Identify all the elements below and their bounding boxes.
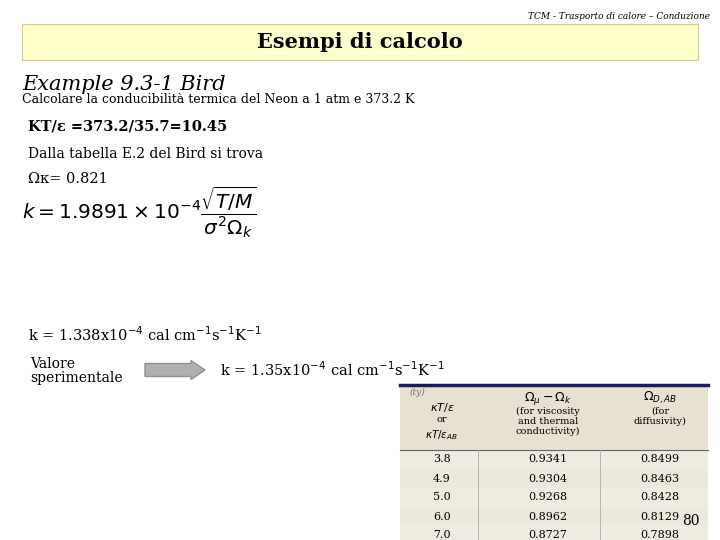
Bar bbox=[400, 507, 708, 526]
Text: or: or bbox=[437, 415, 447, 424]
Text: 0.7898: 0.7898 bbox=[641, 530, 680, 540]
Text: 0.9304: 0.9304 bbox=[528, 474, 567, 483]
Text: Calcolare la conducibilità termica del Neon a 1 atm e 373.2 K: Calcolare la conducibilità termica del N… bbox=[22, 93, 415, 106]
Text: $\kappa T/\varepsilon_{AB}$: $\kappa T/\varepsilon_{AB}$ bbox=[426, 428, 459, 442]
Text: $\kappa T/\varepsilon$: $\kappa T/\varepsilon$ bbox=[430, 401, 454, 414]
Text: $\Omega_{D,AB}$: $\Omega_{D,AB}$ bbox=[643, 390, 678, 407]
Text: 80: 80 bbox=[683, 514, 700, 528]
Text: 0.8499: 0.8499 bbox=[640, 455, 680, 464]
Bar bbox=[400, 385, 708, 540]
Text: 3.8: 3.8 bbox=[433, 455, 451, 464]
Bar bbox=[400, 526, 708, 540]
Text: $\Omega_{\mu} - \Omega_{k}$: $\Omega_{\mu} - \Omega_{k}$ bbox=[524, 390, 572, 407]
Text: 5.0: 5.0 bbox=[433, 492, 451, 503]
Text: 4.9: 4.9 bbox=[433, 474, 451, 483]
Text: KT/ε =373.2/35.7=10.45: KT/ε =373.2/35.7=10.45 bbox=[28, 120, 228, 134]
Text: 6.0: 6.0 bbox=[433, 511, 451, 522]
FancyArrow shape bbox=[145, 361, 205, 380]
Text: diffusivity): diffusivity) bbox=[634, 417, 686, 426]
Bar bbox=[400, 488, 708, 507]
Bar bbox=[400, 469, 708, 488]
Bar bbox=[22, 24, 698, 60]
Text: k = 1.35x10$^{-4}$ cal cm$^{-1}$s$^{-1}$K$^{-1}$: k = 1.35x10$^{-4}$ cal cm$^{-1}$s$^{-1}$… bbox=[220, 361, 444, 379]
Text: 0.8129: 0.8129 bbox=[640, 511, 680, 522]
Text: k = 1.338x10$^{-4}$ cal cm$^{-1}$s$^{-1}$K$^{-1}$: k = 1.338x10$^{-4}$ cal cm$^{-1}$s$^{-1}… bbox=[28, 325, 261, 343]
Text: sperimentale: sperimentale bbox=[30, 371, 122, 385]
Bar bbox=[400, 450, 708, 469]
Text: 0.8428: 0.8428 bbox=[640, 492, 680, 503]
Text: (for: (for bbox=[651, 407, 669, 416]
Text: (ty): (ty) bbox=[410, 388, 426, 397]
Text: Valore: Valore bbox=[30, 357, 75, 371]
Text: 0.9341: 0.9341 bbox=[528, 455, 567, 464]
Text: Dalla tabella E.2 del Bird si trova: Dalla tabella E.2 del Bird si trova bbox=[28, 147, 263, 161]
Text: Ωκ= 0.821: Ωκ= 0.821 bbox=[28, 172, 108, 186]
Text: TCM - Trasporto di calore – Conduzione: TCM - Trasporto di calore – Conduzione bbox=[528, 12, 710, 21]
Text: (for viscosity: (for viscosity bbox=[516, 407, 580, 416]
Text: 0.8727: 0.8727 bbox=[528, 530, 567, 540]
Text: 0.9268: 0.9268 bbox=[528, 492, 567, 503]
Text: and thermal: and thermal bbox=[518, 417, 578, 426]
Bar bbox=[400, 385, 708, 450]
Text: $k = 1.9891 \times 10^{-4} \dfrac{\sqrt{T/M}}{\sigma^2\Omega_k}$: $k = 1.9891 \times 10^{-4} \dfrac{\sqrt{… bbox=[22, 184, 256, 240]
Text: Esempi di calcolo: Esempi di calcolo bbox=[257, 32, 463, 52]
Text: 0.8463: 0.8463 bbox=[640, 474, 680, 483]
Text: 0.8962: 0.8962 bbox=[528, 511, 567, 522]
Text: Example 9.3-1 Bird: Example 9.3-1 Bird bbox=[22, 75, 225, 94]
Text: 7.0: 7.0 bbox=[433, 530, 451, 540]
Text: conductivity): conductivity) bbox=[516, 427, 580, 436]
